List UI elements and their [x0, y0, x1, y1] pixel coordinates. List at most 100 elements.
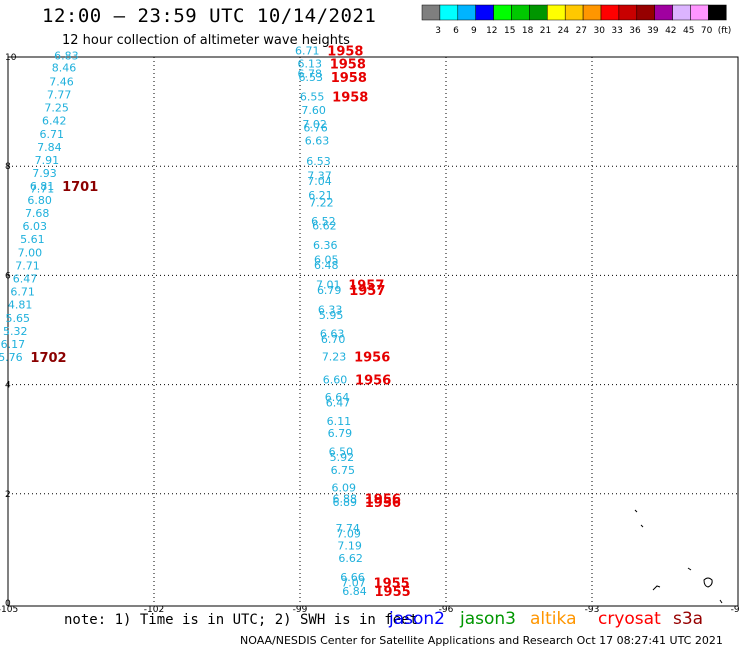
wave-height-value: 6.83 — [54, 50, 79, 63]
wave-height-value: 7.71 — [30, 182, 55, 195]
wave-height-value: 4.81 — [8, 299, 33, 312]
color-scale-label: 9 — [471, 26, 477, 36]
wave-height-value: 7.00 — [18, 246, 43, 259]
wave-height-value: 6.71 — [295, 44, 320, 57]
wave-height-value: 6.78 — [297, 68, 322, 81]
wave-height-value: 6.60 — [323, 374, 348, 387]
wave-height-value: 7.91 — [35, 154, 60, 167]
color-scale-label: 12 — [486, 26, 497, 36]
wave-height-value: 6.36 — [313, 239, 338, 252]
wave-height-value: 6.75 — [331, 464, 356, 477]
longitude-label: -96 — [439, 605, 454, 615]
latitude-label: 4 — [5, 381, 11, 391]
color-swatch — [421, 4, 441, 21]
wave-height-value: 6.33 — [318, 304, 343, 317]
wave-height-value: 6.64 — [325, 391, 350, 404]
color-swatch — [672, 4, 691, 21]
color-scale-label: (ft) — [718, 26, 732, 36]
observation-time: 1702 — [30, 351, 66, 366]
longitude-label: -90 — [731, 605, 740, 615]
wave-height-value: 7.04 — [307, 175, 332, 188]
wave-height-value: 7.25 — [44, 102, 69, 115]
wave-height-value: 7.37 — [307, 169, 332, 182]
wave-height-value: 6.71 — [40, 128, 65, 141]
satellite-label-jason2: jason2 — [389, 609, 445, 629]
longitude-tick-labels: -105 -102 -99 -96 -93 -90 — [0, 605, 740, 615]
longitude-label: -93 — [585, 605, 600, 615]
color-swatch — [475, 4, 494, 21]
color-scale-label: 42 — [665, 26, 676, 36]
color-scale-label: 18 — [522, 26, 534, 36]
color-scale-legend: 3 6 9 12 15 18 21 24 27 30 33 36 39 42 45 70 (ft) — [421, 4, 732, 36]
color-scale-label: 36 — [629, 26, 641, 36]
wave-height-value: 6.79 — [317, 284, 342, 297]
wave-height-value: 7.84 — [37, 141, 62, 154]
wave-height-value: 6.55 — [300, 91, 325, 104]
wave-height-value: 7.22 — [309, 197, 334, 210]
observation-time: 1958 — [332, 91, 368, 106]
observation-time: 1956 — [365, 496, 401, 511]
wave-height-value: 7.68 — [25, 207, 50, 220]
color-scale-label: 24 — [558, 26, 570, 36]
plot-border — [7, 56, 739, 607]
wave-height-value: 5.32 — [3, 325, 28, 338]
color-scale-label: 33 — [611, 26, 622, 36]
credit-line: NOAA/NESDIS Center for Satellite Applica… — [240, 634, 723, 647]
color-scale-label: 30 — [593, 26, 605, 36]
color-swatch — [529, 4, 548, 21]
wave-height-value: 6.80 — [27, 194, 52, 207]
wave-height-value: 6.53 — [306, 155, 331, 168]
wave-height-value: 7.01 — [316, 279, 341, 292]
wave-height-value: 7.77 — [47, 88, 72, 101]
wave-height-value: 6.13 — [297, 57, 322, 70]
wave-height-value: 6.11 — [327, 415, 352, 428]
wave-height-value: 6.66 — [340, 571, 365, 584]
observation-time: 1956 — [354, 351, 390, 366]
observation-time: 1956 — [365, 493, 401, 508]
wave-height-value: 6.17 — [1, 338, 26, 351]
wave-height-value: 5.61 — [20, 233, 45, 246]
satellite-label-s3a: s3a — [673, 609, 704, 629]
wave-height-value: 7.23 — [322, 351, 347, 364]
longitude-label: -102 — [144, 605, 164, 615]
wave-height-value: 6.62 — [338, 552, 363, 565]
map-title: 12:00 – 23:59 UTC 10/14/2021 — [42, 5, 377, 27]
color-scale-label: 39 — [647, 26, 659, 36]
wave-height-value: 6.88 — [333, 493, 358, 506]
color-scale-label: 45 — [683, 26, 694, 36]
wave-height-value: 7.09 — [336, 527, 361, 540]
color-swatch — [564, 4, 584, 21]
wave-height-value: 6.71 — [10, 286, 35, 299]
observation-time: 1701 — [62, 180, 98, 195]
color-scale-label: 21 — [540, 26, 551, 36]
color-swatch — [493, 4, 512, 21]
wave-height-value: 6.05 — [314, 253, 339, 266]
wave-height-value: 5.65 — [5, 312, 30, 325]
units-note: note: 1) Time is in UTC; 2) SWH is in fe… — [64, 612, 419, 628]
wave-height-value: 6.47 — [326, 396, 351, 409]
latitude-label: 0 — [5, 599, 11, 609]
observation-time: 1955 — [375, 585, 411, 600]
wave-height-value: 6.50 — [329, 446, 354, 459]
observation-time: 1957 — [349, 284, 385, 299]
map-plot-area: -105 -102 -99 -96 -93 -90 0 2 4 6 8 10 6.838.467.4… — [0, 44, 740, 615]
wave-height-value: 6.21 — [308, 189, 333, 202]
wave-height-value: 7.19 — [337, 539, 362, 552]
wave-height-value: 6.53 — [298, 71, 323, 84]
color-swatch — [600, 4, 620, 21]
latitude-label: 2 — [5, 490, 11, 500]
color-swatch — [636, 4, 655, 21]
latitude-label: 8 — [5, 162, 11, 172]
wave-height-value: 5.76 — [0, 351, 23, 364]
color-scale-label: 27 — [576, 26, 587, 36]
wave-height-value: 7.07 — [341, 577, 366, 590]
latitude-tick-labels: 0 2 4 6 8 10 — [5, 53, 17, 609]
wave-height-value: 6.63 — [320, 328, 345, 341]
wave-height-value: 6.89 — [333, 496, 358, 509]
color-scale-label: 3 — [435, 26, 441, 36]
wave-height-value: 7.02 — [302, 118, 327, 131]
color-swatch — [439, 4, 459, 21]
latitude-label: 10 — [5, 53, 17, 63]
observation-time: 1958 — [331, 71, 367, 86]
lat-lon-grid — [8, 57, 738, 603]
